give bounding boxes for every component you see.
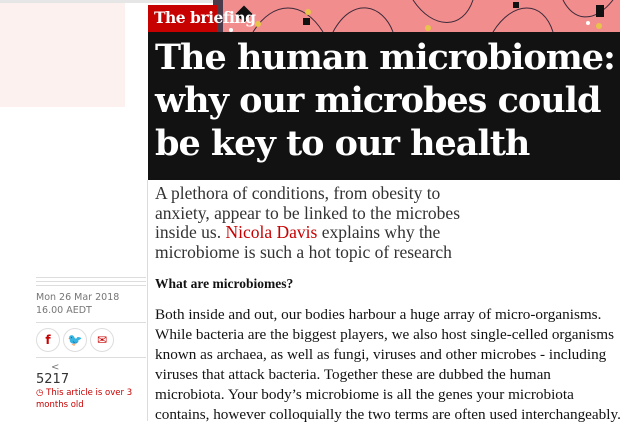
standfirst-text-end: explains why the microbiome is such a ho…	[155, 222, 452, 262]
section-heading: What are microbiomes?	[155, 276, 294, 291]
body-line: microbiota. Your body’s microbiome is al…	[155, 386, 574, 403]
standfirst: A plethora of conditions, from obesity t…	[155, 183, 495, 262]
article-body: Both inside and out, our bodies harbour …	[155, 305, 620, 425]
standfirst-text: A plethora of conditions, from obesity t…	[155, 183, 461, 242]
share-icon: <	[51, 362, 60, 373]
share-buttons: f 🐦 ✉	[36, 323, 146, 358]
author-link[interactable]: Nicola Davis	[225, 222, 318, 242]
background-band	[0, 3, 125, 107]
column-divider	[147, 180, 148, 421]
headline: The human microbiome: why our microbes c…	[148, 32, 620, 180]
header-illustration	[213, 0, 620, 32]
article-meta: Mon 26 Mar 2018 16.00 AEDT f 🐦 ✉ < 5217 …	[36, 277, 146, 411]
age-notice: ◷ This article is over 3 months old	[36, 387, 146, 411]
clock-icon: ◷	[36, 388, 47, 398]
facebook-share-button[interactable]: f	[36, 328, 60, 352]
age-notice-text: This article is over 3 months old	[36, 388, 133, 410]
publish-date: Mon 26 Mar 2018 16.00 AEDT	[36, 291, 146, 323]
body-line: contains, however colloquially the two t…	[155, 406, 620, 423]
twitter-share-button[interactable]: 🐦	[63, 328, 87, 352]
body-line: While bacteria are the biggest players, …	[155, 326, 614, 343]
email-share-button[interactable]: ✉	[90, 328, 114, 352]
share-count: 5217	[36, 372, 70, 387]
meta-rules	[36, 277, 146, 286]
body-line: Both inside and out, our bodies harbour …	[155, 306, 602, 323]
body-line: known as archaea, as well as fungi, viru…	[155, 346, 607, 363]
body-line: viruses that attack bacteria. Together t…	[155, 366, 551, 383]
series-label[interactable]: The briefing	[148, 5, 256, 32]
